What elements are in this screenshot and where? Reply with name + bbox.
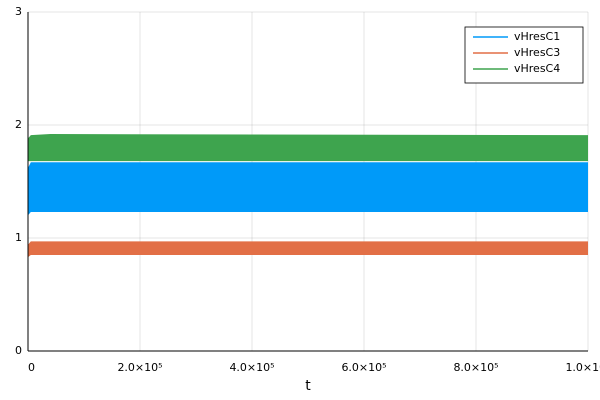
x-tick-label: 0 bbox=[28, 361, 35, 374]
y-tick-label: 0 bbox=[15, 344, 22, 357]
y-tick-label: 3 bbox=[15, 5, 22, 18]
x-tick-label: 2.0×10⁵ bbox=[117, 361, 162, 374]
y-tick-label: 2 bbox=[15, 118, 22, 131]
x-axis-label: t bbox=[305, 378, 311, 394]
legend-label: vHresC3 bbox=[514, 46, 560, 59]
x-tick-label: 6.0×10⁵ bbox=[341, 361, 386, 374]
x-tick-label: 1.0×10⁶ bbox=[565, 361, 600, 374]
legend-label: vHresC1 bbox=[514, 30, 560, 43]
series-band bbox=[28, 134, 588, 162]
y-tick-label: 1 bbox=[15, 231, 22, 244]
x-tick-label: 4.0×10⁵ bbox=[229, 361, 274, 374]
series-band bbox=[28, 241, 588, 258]
series-band bbox=[28, 162, 588, 216]
x-tick-label: 8.0×10⁵ bbox=[453, 361, 498, 374]
legend-label: vHresC4 bbox=[514, 62, 560, 75]
